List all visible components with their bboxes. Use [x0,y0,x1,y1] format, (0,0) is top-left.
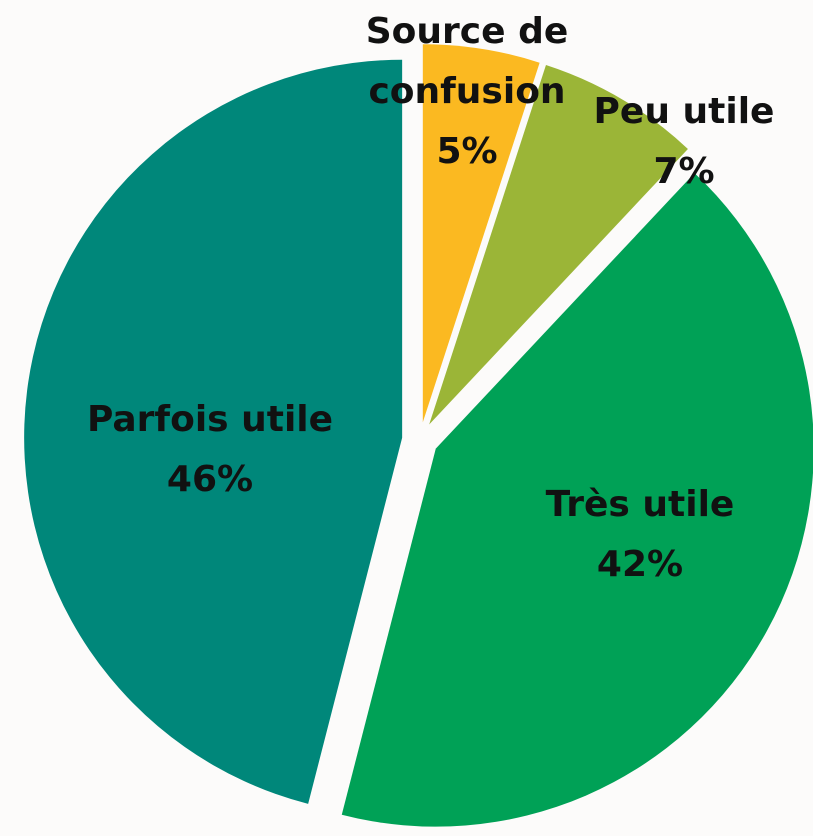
slice-label: Source de confusion 5% [352,2,582,182]
category-label: Parfois utile [86,399,334,440]
pie-slice [24,59,403,804]
category-label: Source de confusion [365,11,569,112]
slice-label: Peu utile 7% [594,82,775,202]
pie-slice [341,173,813,827]
value-label: 42% [596,544,684,585]
category-label: Très utile [545,484,735,525]
pie-slice [429,65,688,425]
value-label: 46% [166,459,254,500]
pie-slice [422,44,540,423]
category-label: Peu utile [593,91,775,132]
value-label: 7% [653,151,715,192]
value-label: 5% [436,131,498,172]
slice-label: Très utile 42% [546,475,735,595]
slice-label: Parfois utile 46% [87,390,333,510]
